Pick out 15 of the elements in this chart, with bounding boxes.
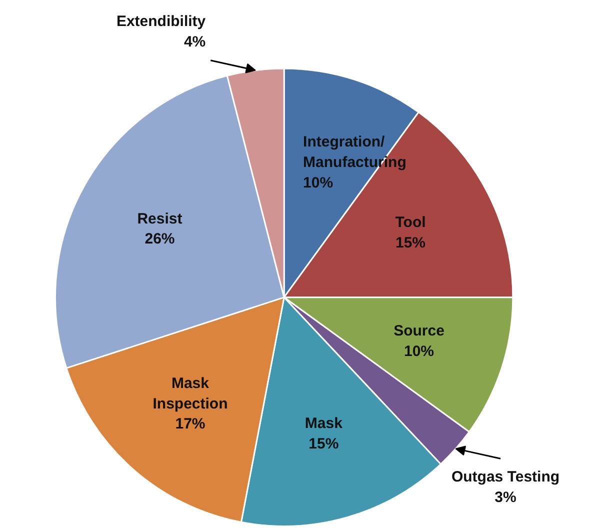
slice-label: Mask xyxy=(304,414,344,432)
slice-label: Mask Inspection xyxy=(152,374,228,412)
slice-label: Resist xyxy=(137,210,182,228)
data-label: 10% xyxy=(404,342,434,360)
data-label: 15% xyxy=(395,234,426,252)
slice-label: Extendibility xyxy=(116,12,206,30)
data-label: 3% xyxy=(494,488,516,506)
data-label: 10% xyxy=(303,174,334,192)
slice-label: Outgas Testing xyxy=(451,468,560,486)
data-label: 26% xyxy=(144,230,175,248)
data-label: 4% xyxy=(184,33,206,50)
data-label: 17% xyxy=(175,416,206,433)
data-label: 15% xyxy=(308,435,339,452)
slice-label: Tool xyxy=(395,214,426,232)
slice-label: Source xyxy=(394,322,444,340)
